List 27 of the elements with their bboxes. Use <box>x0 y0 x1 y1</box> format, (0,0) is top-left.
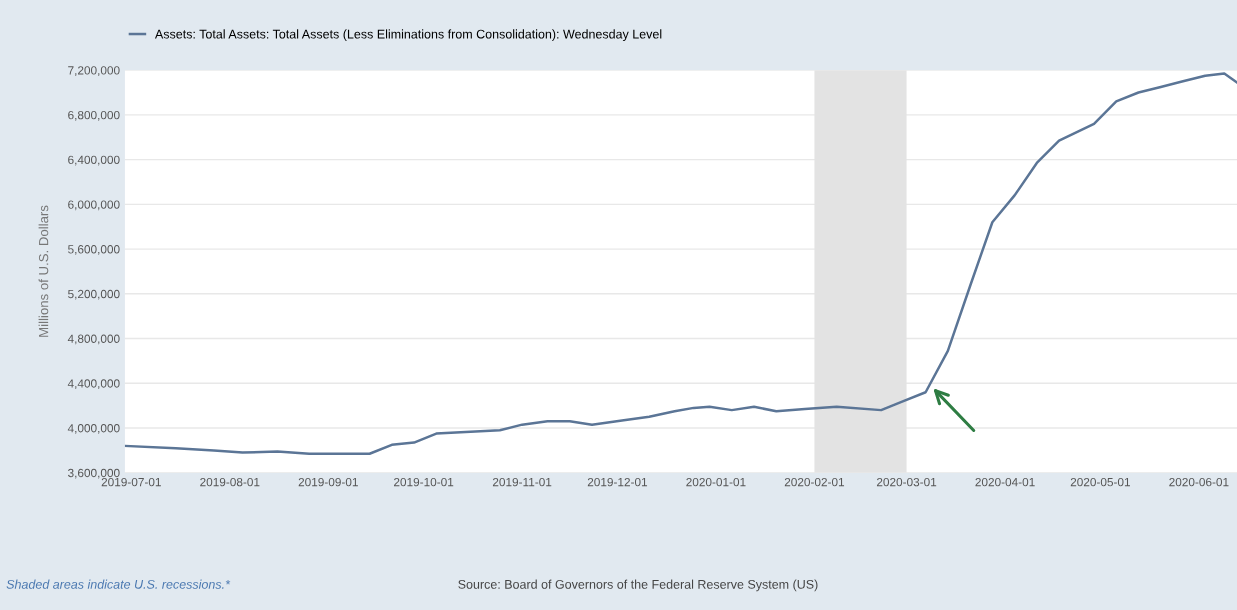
x-tick-label: 2019-10-01 <box>394 477 454 487</box>
text: Shaded areas indicate U.S. recessions.* <box>6 579 231 589</box>
x-tick-label: 2019-08-01 <box>200 477 260 487</box>
x-tick-label: 2019-11-01 <box>492 477 552 487</box>
y-tick-label: 4,000,000 <box>67 424 120 434</box>
line-series <box>124 72 1237 455</box>
y-tick-label: 5,200,000 <box>68 289 120 300</box>
x-tick-label: 2020-02-01 <box>784 477 845 487</box>
y-tick-label: 6,800,000 <box>68 110 120 121</box>
y-tick-label: 4,800,000 <box>67 334 120 345</box>
x-tick-label: 2020-04-01 <box>975 477 1035 487</box>
x-tick-label: 2020-05-01 <box>1070 477 1130 487</box>
x-tick-label: 2019-07-01 <box>101 477 161 487</box>
x-tick-label: 2019-12-01 <box>587 477 648 487</box>
y-tick-label: 3,600,000 <box>68 468 120 479</box>
y-tick-label: 6,000,000 <box>68 200 120 211</box>
x-tick-label: 2020-01-01 <box>686 477 746 487</box>
x-tick-label: 2019-09-01 <box>298 477 358 487</box>
y-tick-label: 6,400,000 <box>68 155 120 166</box>
y-tick-label: 7,200,000 <box>68 66 120 76</box>
y-tick-label: 5,600,000 <box>68 245 120 255</box>
source-note: Source: Board of Governors of the Federal Reserve System (US) <box>458 579 818 592</box>
legend-label: Assets: Total Assets: Total Assets (Less Eliminations from Consolidation): Wednesday Level <box>154 29 662 41</box>
y-axis-title: Millions of U.S. Dollars <box>38 205 49 337</box>
y-tick-label: 4,400,000 <box>67 379 120 390</box>
x-tick-label: 2020-03-01 <box>876 477 937 487</box>
x-tick-label: 2020-06-01 <box>1169 477 1229 487</box>
